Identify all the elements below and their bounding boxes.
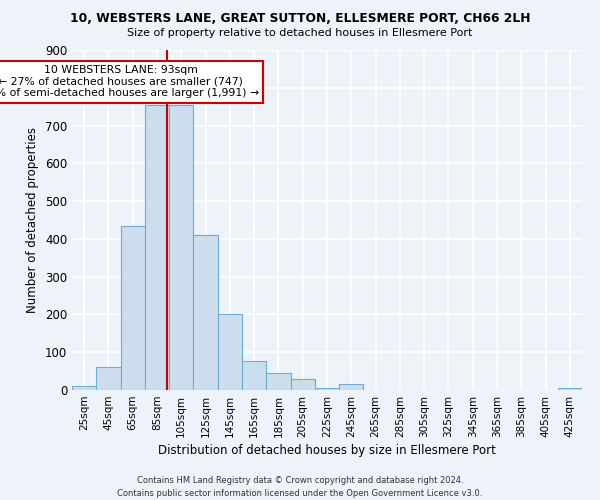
Bar	[121, 226, 145, 390]
Text: 10 WEBSTERS LANE: 93sqm
← 27% of detached houses are smaller (747)
72% of semi-d: 10 WEBSTERS LANE: 93sqm ← 27% of detache…	[0, 65, 259, 98]
Bar	[339, 384, 364, 390]
Bar	[218, 314, 242, 390]
Bar	[96, 368, 121, 390]
Bar	[558, 388, 582, 390]
Bar	[315, 388, 339, 390]
Bar	[145, 105, 169, 390]
Text: Contains HM Land Registry data © Crown copyright and database right 2024.
Contai: Contains HM Land Registry data © Crown c…	[118, 476, 482, 498]
Bar	[169, 105, 193, 390]
X-axis label: Distribution of detached houses by size in Ellesmere Port: Distribution of detached houses by size …	[158, 444, 496, 457]
Bar	[72, 386, 96, 390]
Text: Size of property relative to detached houses in Ellesmere Port: Size of property relative to detached ho…	[127, 28, 473, 38]
Bar	[242, 360, 266, 390]
Bar	[266, 373, 290, 390]
Text: 10, WEBSTERS LANE, GREAT SUTTON, ELLESMERE PORT, CH66 2LH: 10, WEBSTERS LANE, GREAT SUTTON, ELLESME…	[70, 12, 530, 26]
Y-axis label: Number of detached properties: Number of detached properties	[26, 127, 40, 313]
Bar	[290, 378, 315, 390]
Bar	[193, 235, 218, 390]
